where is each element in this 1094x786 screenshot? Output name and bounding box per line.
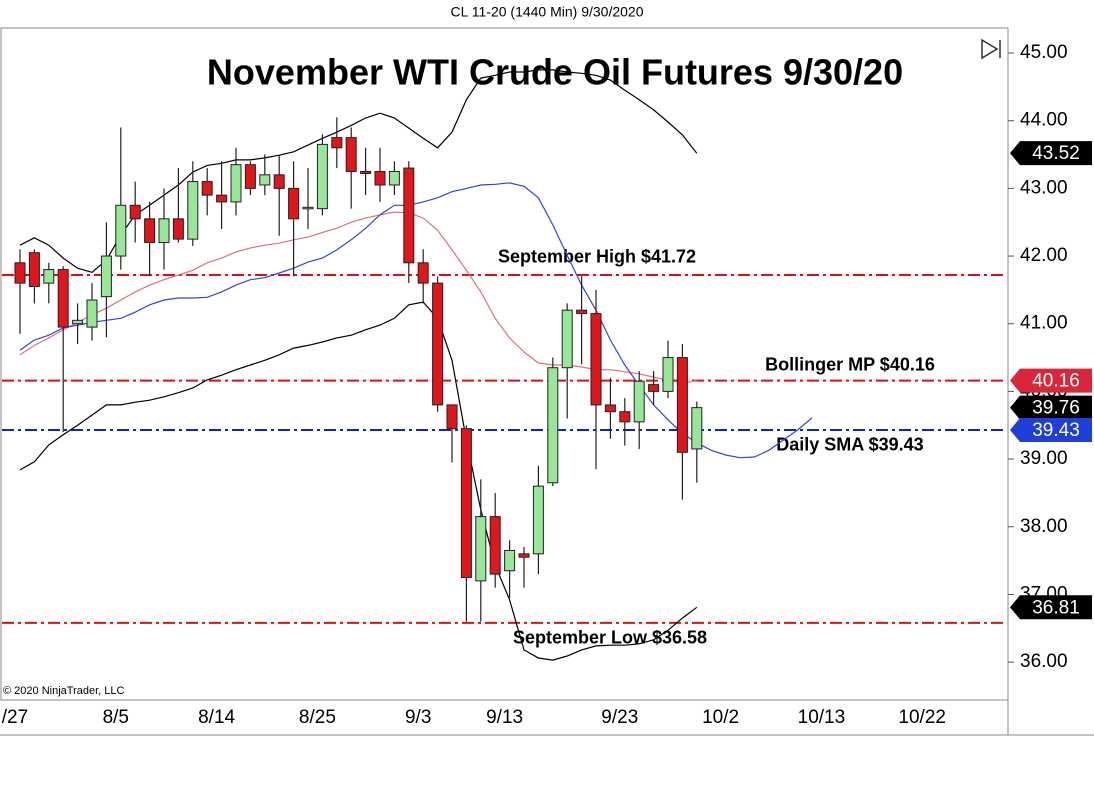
candle-body bbox=[72, 319, 84, 325]
x-tick-label: 8/25 bbox=[299, 707, 336, 728]
x-tick-label: 9/3 bbox=[405, 707, 431, 728]
reference-label: Daily SMA $39.43 bbox=[776, 435, 923, 455]
candle-body bbox=[489, 516, 501, 575]
candle-body bbox=[446, 404, 458, 430]
y-tick-label: 45.00 bbox=[1020, 42, 1068, 63]
candle-body bbox=[187, 181, 199, 240]
candle-body bbox=[288, 187, 300, 220]
candle-body bbox=[345, 137, 357, 172]
candle-body bbox=[417, 262, 429, 284]
candle-body bbox=[86, 299, 98, 328]
x-tick-label: 8/5 bbox=[103, 707, 129, 728]
candle-body bbox=[144, 218, 156, 244]
candle-body bbox=[633, 380, 645, 423]
candle-body bbox=[561, 309, 573, 369]
candle-body bbox=[662, 357, 674, 392]
candle-body bbox=[316, 143, 328, 210]
indicator-line bbox=[19, 211, 697, 384]
candle-body bbox=[648, 384, 660, 392]
x-tick-label: 10/13 bbox=[798, 707, 846, 728]
candle-body bbox=[619, 411, 631, 423]
candle-body bbox=[14, 262, 26, 284]
y-tick-label: 39.00 bbox=[1020, 448, 1068, 469]
candle-body bbox=[460, 428, 472, 579]
candle-body bbox=[432, 282, 444, 406]
candle-body bbox=[302, 206, 314, 210]
price-marker bbox=[1010, 595, 1092, 620]
candle-body bbox=[532, 485, 544, 555]
candle-body bbox=[403, 167, 415, 264]
x-tick-label: 9/23 bbox=[601, 707, 638, 728]
price-marker bbox=[1010, 395, 1092, 420]
reference-label: September High $41.72 bbox=[498, 247, 696, 267]
price-marker-label: 40.16 bbox=[1032, 371, 1080, 392]
price-marker bbox=[1010, 368, 1092, 393]
y-tick-label: 42.00 bbox=[1020, 245, 1068, 266]
candle-body bbox=[604, 404, 616, 413]
candle-body bbox=[100, 255, 112, 298]
y-tick-label: 44.00 bbox=[1020, 110, 1068, 131]
reference-label: September Low $36.58 bbox=[513, 628, 707, 648]
candle-body bbox=[518, 553, 530, 558]
collapse-icon[interactable] bbox=[981, 38, 1001, 60]
price-marker-label: 39.76 bbox=[1032, 398, 1080, 419]
x-tick-label: 10/22 bbox=[898, 707, 946, 728]
price-marker-label: 43.52 bbox=[1032, 143, 1080, 164]
candle-body bbox=[576, 309, 588, 315]
price-marker-label: 36.81 bbox=[1032, 597, 1080, 618]
candle-body bbox=[43, 269, 55, 284]
candle-body bbox=[259, 174, 271, 186]
candle-body bbox=[129, 204, 141, 220]
candle-body bbox=[28, 252, 40, 287]
candle-body bbox=[57, 269, 69, 328]
candle-body bbox=[360, 170, 372, 174]
x-tick-label: 8/14 bbox=[198, 707, 235, 728]
candle-body bbox=[504, 549, 516, 572]
y-tick-label: 43.00 bbox=[1020, 177, 1068, 198]
candle-body bbox=[547, 367, 559, 484]
candle-body bbox=[273, 174, 285, 189]
x-tick-label: 9/13 bbox=[486, 707, 523, 728]
candle-body bbox=[172, 218, 184, 240]
candle-body bbox=[230, 164, 242, 203]
candle-body bbox=[691, 407, 703, 450]
y-tick-label: 38.00 bbox=[1020, 516, 1068, 537]
y-tick-label: 36.00 bbox=[1020, 651, 1068, 672]
candle-body bbox=[590, 313, 602, 406]
candle-body bbox=[115, 204, 127, 257]
y-tick-label: 41.00 bbox=[1020, 313, 1068, 334]
candle-body bbox=[201, 181, 213, 196]
x-tick-label: /27 bbox=[2, 707, 28, 728]
candle-body bbox=[158, 218, 170, 244]
x-tick-label: 10/2 bbox=[702, 707, 739, 728]
chart-title: November WTI Crude Oil Futures 9/30/20 bbox=[207, 52, 903, 93]
candle-body bbox=[388, 170, 400, 186]
price-marker bbox=[1010, 417, 1092, 442]
copyright: © 2020 NinjaTrader, LLC bbox=[3, 685, 124, 697]
candle-body bbox=[216, 194, 228, 203]
reference-label: Bollinger MP $40.16 bbox=[765, 354, 935, 374]
collapse-icon-shape[interactable] bbox=[981, 38, 1001, 60]
candle-body bbox=[475, 516, 487, 582]
price-marker-label: 39.43 bbox=[1032, 420, 1080, 441]
candle-body bbox=[331, 137, 343, 149]
candle-body bbox=[676, 357, 688, 453]
chart-header: CL 11-20 (1440 Min) 9/30/2020 bbox=[450, 4, 643, 20]
indicator-line bbox=[19, 301, 698, 661]
price-marker bbox=[1010, 141, 1092, 166]
candle-body bbox=[374, 170, 386, 186]
candle-body bbox=[244, 164, 256, 189]
